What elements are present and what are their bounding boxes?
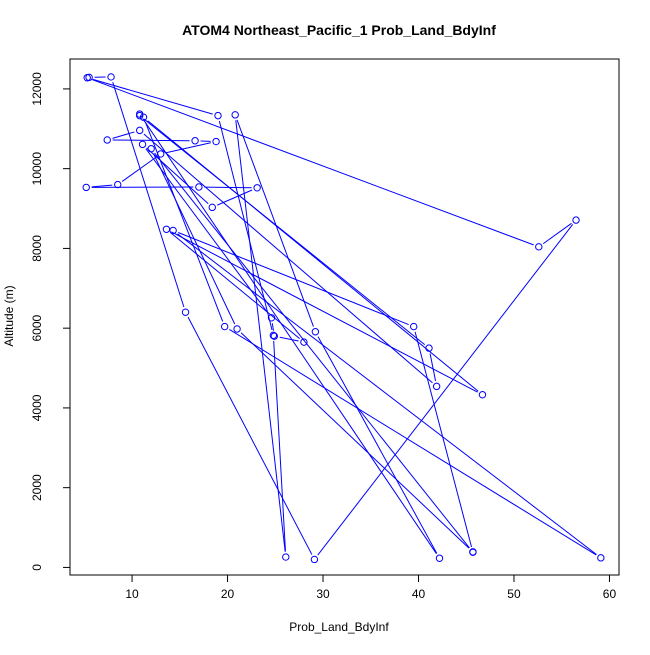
- x-tick-label: 30: [316, 587, 330, 601]
- x-tick-label: 10: [125, 587, 139, 601]
- x-tick-label: 60: [603, 587, 617, 601]
- y-tick-label: 4000: [30, 394, 44, 421]
- y-tick-label: 2000: [30, 474, 44, 501]
- y-tick-label: 6000: [30, 314, 44, 341]
- x-tick-label: 50: [507, 587, 521, 601]
- y-tick-label: 10000: [30, 152, 44, 186]
- x-tick-label: 20: [221, 587, 235, 601]
- y-tick-label: 8000: [30, 235, 44, 262]
- y-axis-label: Altitude (m): [2, 285, 16, 346]
- y-tick-label: 0: [30, 564, 44, 571]
- x-axis-label: Prob_Land_BdyInf: [289, 620, 389, 634]
- x-tick-label: 40: [412, 587, 426, 601]
- series-line-segment: [204, 187, 251, 188]
- y-tick-label: 12000: [30, 72, 44, 106]
- series-line-segment: [113, 140, 190, 141]
- chart-title: ATOM4 Northeast_Pacific_1 Prob_Land_BdyI…: [182, 22, 496, 38]
